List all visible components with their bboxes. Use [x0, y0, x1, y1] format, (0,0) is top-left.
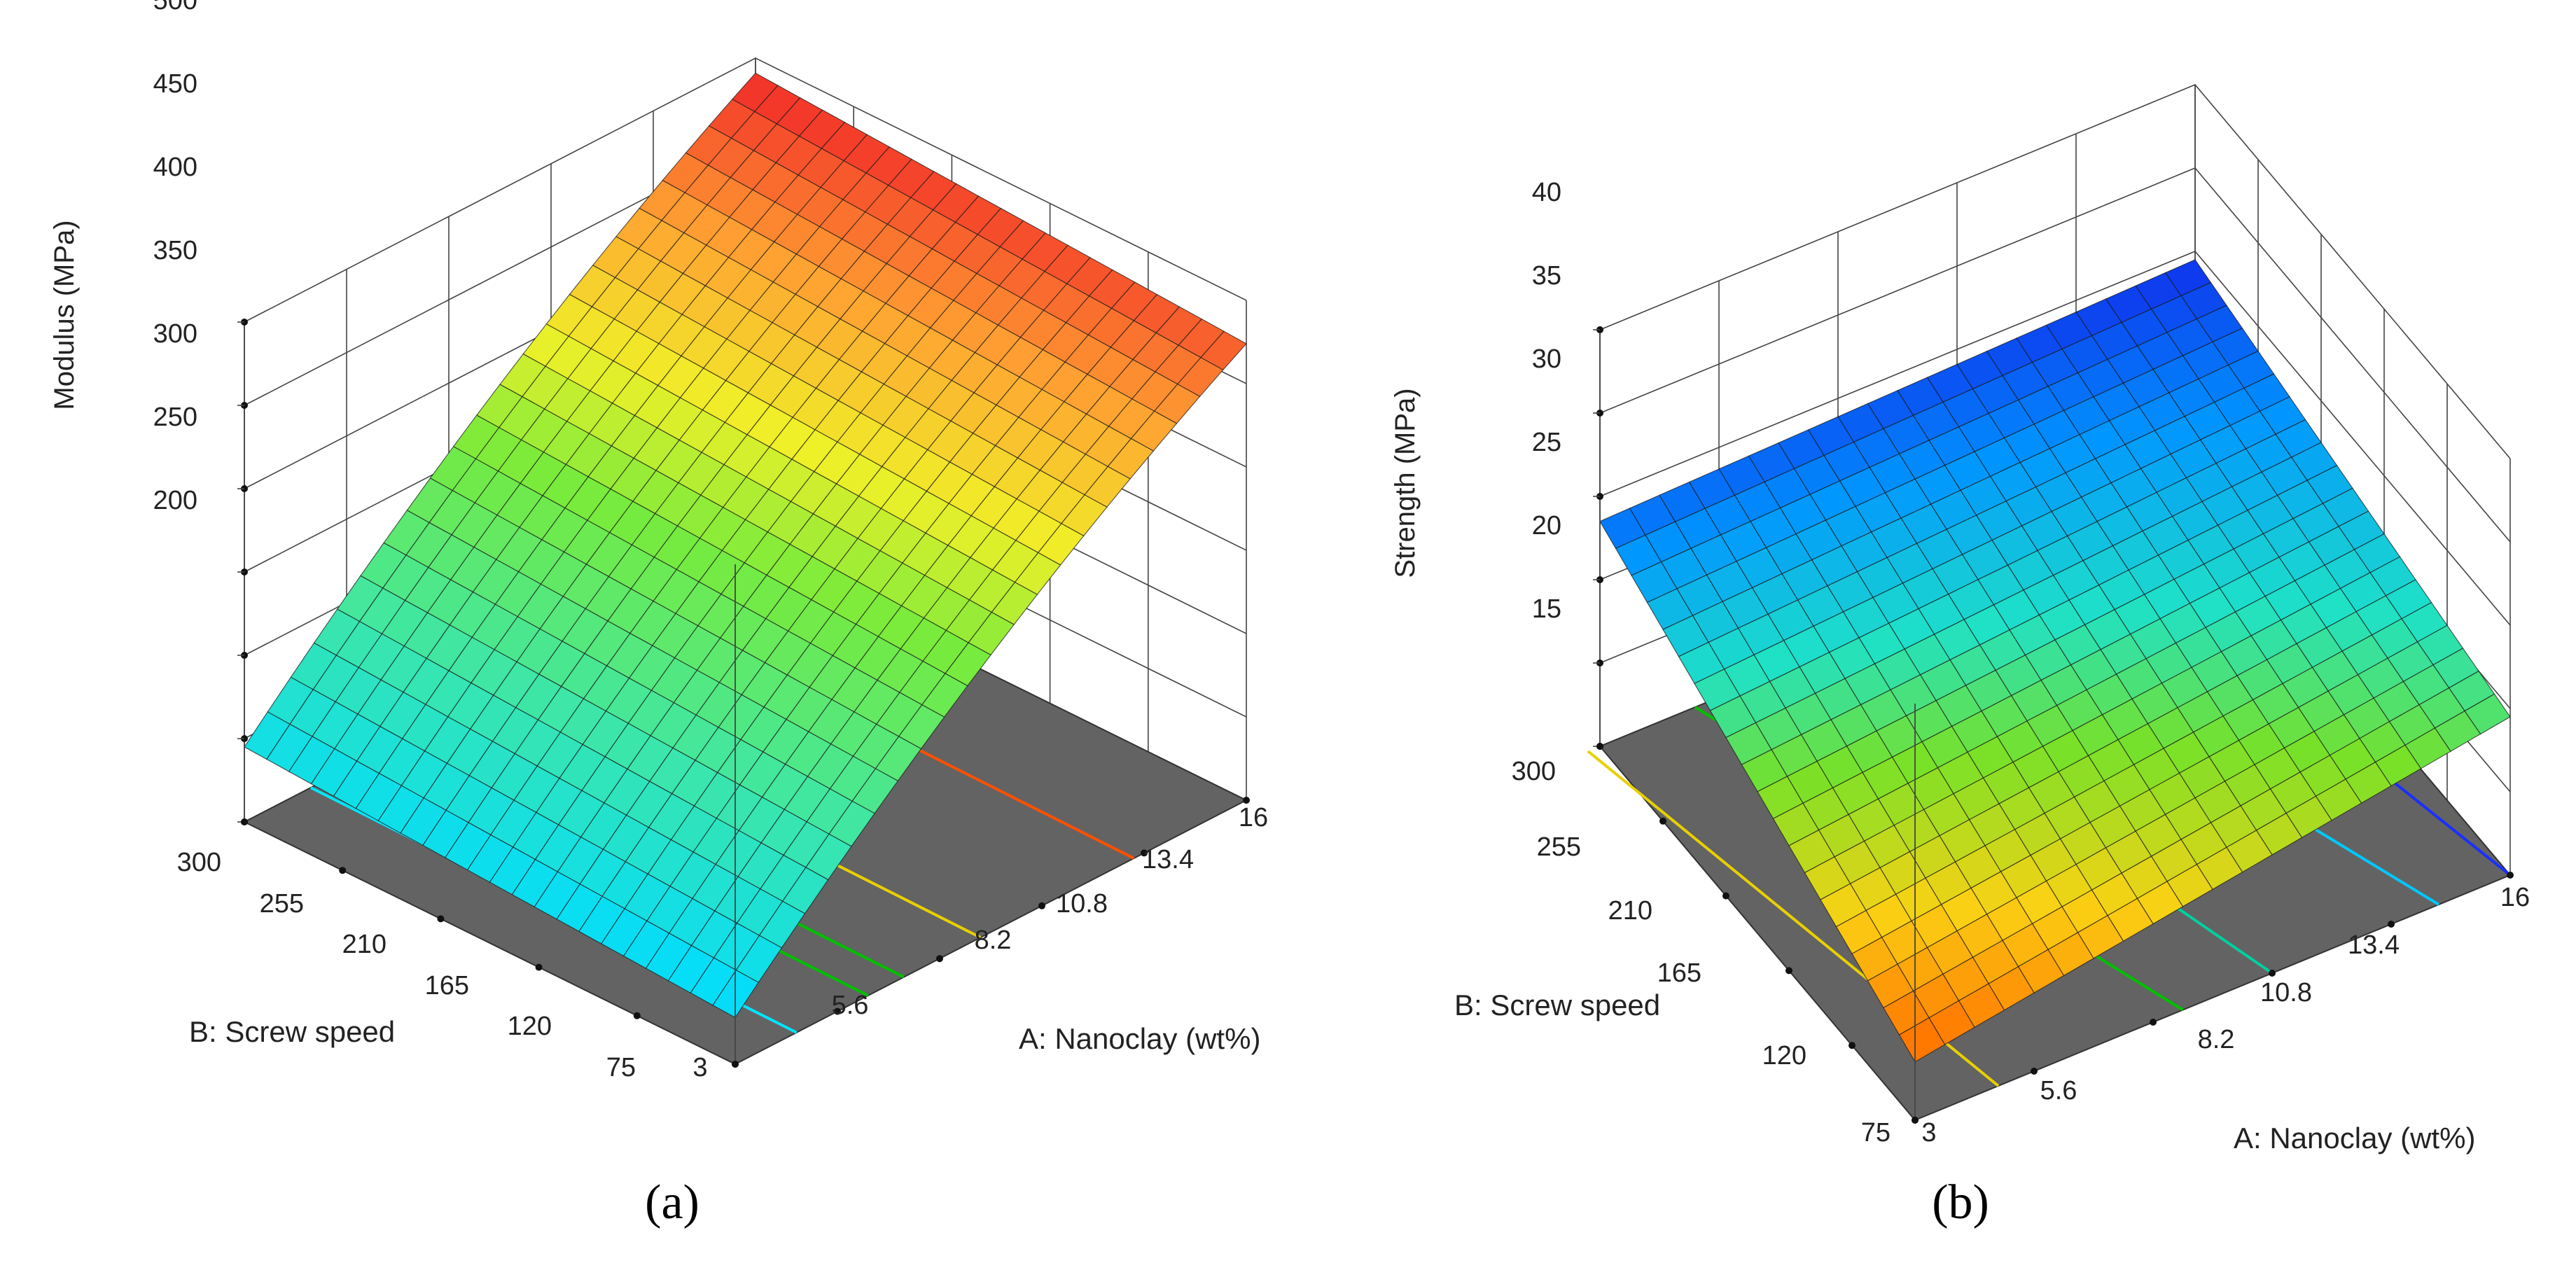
panel-b-xtick: 16 [2500, 883, 2530, 912]
panel-a-xtick: 13.4 [1142, 845, 1194, 874]
panel-a-ytick: 120 [508, 1012, 552, 1041]
panel-a-ztick: 350 [153, 236, 197, 265]
y-tick-dot [732, 1061, 739, 1068]
y-tick-dot [535, 963, 543, 971]
y-tick-dot [633, 1012, 641, 1019]
panel-b-xtick: 13.4 [2348, 930, 2400, 960]
wall-grid-line [1599, 167, 2511, 543]
panel-a-ytick: 210 [342, 930, 387, 959]
panel-b-strength-surface: 15 20 25 30 35 40 300 255 210 165 120 75… [1390, 84, 2530, 1229]
y-tick-dot [1659, 817, 1666, 825]
panel-a-zlabel: Modulus (MPa) [49, 220, 80, 410]
panel-a-xtick: 10.8 [1056, 889, 1108, 919]
x-tick-dot [2507, 872, 2514, 879]
panel-b-ytick: 75 [1861, 1118, 1891, 1147]
panel-a-ytick: 75 [606, 1053, 636, 1082]
wall-grid-line [244, 57, 1247, 323]
x-tick-dot [2150, 1019, 2157, 1026]
panel-a-xtick: 16 [1239, 803, 1268, 832]
panel-a-xtick: 8.2 [975, 926, 1012, 955]
x-tick-dot [1243, 797, 1250, 804]
panel-b-xtick: 10.8 [2260, 978, 2312, 1007]
panel-a-ztick: 450 [153, 69, 197, 99]
x-tick-dot [834, 1007, 841, 1015]
panel-b-ytick: 210 [1608, 896, 1652, 926]
panel-a-ztick: 300 [153, 319, 197, 349]
panel-a-ztick: 400 [153, 153, 197, 182]
panel-b-ztick: 30 [1532, 344, 1561, 374]
panel-b-ztick: 25 [1532, 428, 1561, 457]
panel-a-modulus-surface: 200 250 300 350 400 450 500 300 255 210 … [49, 0, 1268, 1229]
x-tick-dot [1038, 902, 1045, 909]
panel-b-xtick: 5.6 [2040, 1076, 2077, 1105]
x-tick-dot [2388, 921, 2395, 928]
x-tick-dot [1141, 849, 1148, 857]
wall-grid-line [1599, 84, 2511, 459]
panel-a-ytick: 300 [177, 848, 221, 877]
panel-a-ytick: 165 [425, 971, 469, 1000]
panel-b-ztick: 35 [1532, 261, 1561, 291]
panel-b-ztick: 15 [1532, 594, 1561, 624]
panel-b-ztick: 20 [1532, 511, 1561, 540]
y-tick-dot [1722, 892, 1729, 900]
panel-b-title: (b) [1932, 1175, 1989, 1229]
panel-a-ylabel: B: Screw speed [189, 1015, 395, 1048]
wall-grid-line [1599, 251, 2511, 626]
panel-b-ytick: 165 [1657, 958, 1701, 988]
panel-a-xtick: 3 [692, 1053, 707, 1082]
panel-b-xtick: 3 [1921, 1118, 1936, 1147]
panel-a-ztick: 250 [153, 403, 197, 432]
surface-facet [1898, 1017, 1946, 1063]
x-tick-dot [2031, 1068, 2038, 1075]
panel-b-ztick: 40 [1532, 178, 1561, 207]
panel-b-zlabel: Strength (MPa) [1390, 388, 1421, 578]
x-tick-dot [2269, 970, 2276, 977]
y-tick-dot [1849, 1042, 1856, 1049]
panel-b-xtick: 8.2 [2198, 1025, 2235, 1054]
panel-b-ytick: 255 [1537, 832, 1581, 862]
y-tick-dot [1785, 967, 1792, 975]
panel-a-xlabel: A: Nanoclay (wt%) [1019, 1022, 1260, 1055]
y-tick-dot [339, 867, 347, 874]
panel-b-ylabel: B: Screw speed [1454, 989, 1660, 1021]
y-tick-dot [1912, 1117, 1919, 1124]
x-tick-dot [936, 955, 943, 963]
panel-b-xlabel: A: Nanoclay (wt%) [2234, 1122, 2475, 1154]
panel-b-ytick: 300 [1512, 757, 1556, 786]
panel-a-title: (a) [645, 1175, 699, 1229]
panel-a-ztick: 500 [153, 0, 197, 15]
panel-a-xtick: 5.6 [832, 991, 869, 1020]
panel-b-ytick: 120 [1762, 1041, 1806, 1070]
y-tick-dot [437, 915, 445, 923]
panel-a-ztick: 200 [153, 486, 197, 515]
y-tick-dot [241, 818, 248, 825]
panel-a-ytick: 255 [260, 889, 304, 919]
y-tick-dot [1596, 743, 1603, 750]
